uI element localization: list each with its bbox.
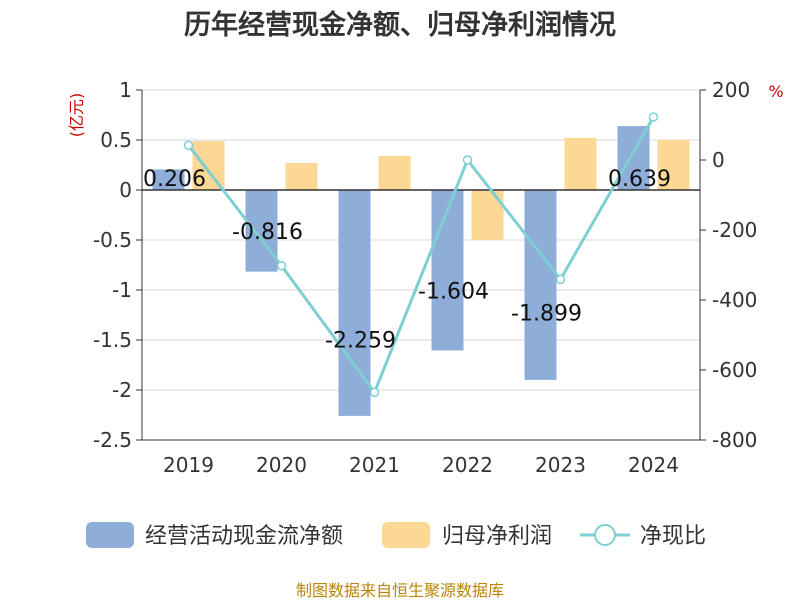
cashflow-bar bbox=[617, 126, 650, 190]
x-axis-tick-label: 2021 bbox=[349, 453, 400, 477]
legend-swatch-ratio-marker bbox=[594, 524, 616, 546]
legend-label-net-profit: 归母净利润 bbox=[442, 524, 552, 549]
net-profit-bar bbox=[285, 163, 318, 190]
net-profit-bar bbox=[471, 190, 504, 240]
ratio-point bbox=[555, 274, 566, 285]
legend-swatch-net-profit bbox=[382, 522, 430, 548]
grid-lines bbox=[142, 89, 700, 441]
cashflow-bar bbox=[524, 190, 557, 380]
ratio-line bbox=[187, 116, 655, 396]
cashflow-data-label: 0.639 bbox=[608, 167, 671, 192]
ratio-point bbox=[648, 112, 659, 122]
chart-title: 历年经营现金净额、归母净利润情况 bbox=[184, 9, 616, 41]
ratio-point bbox=[276, 260, 287, 271]
right-axis-tick-label: 200 bbox=[712, 78, 750, 102]
right-axis-tick-label: -200 bbox=[712, 218, 757, 242]
legend-label-cashflow: 经营活动现金流净额 bbox=[145, 524, 343, 549]
x-axis-tick-label: 2023 bbox=[535, 453, 586, 477]
source-note: 制图数据来自恒生聚源数据库 bbox=[296, 581, 504, 600]
right-axis-tick-label: -400 bbox=[712, 288, 757, 312]
right-axis-tick-label: -800 bbox=[712, 428, 757, 452]
left-axis-unit: (亿元) bbox=[67, 93, 86, 138]
ratio-point bbox=[462, 155, 473, 165]
left-axis-tick-label: 1 bbox=[119, 78, 132, 102]
x-axis-tick-label: 2019 bbox=[163, 453, 214, 477]
ratio-point bbox=[183, 140, 194, 151]
left-axis-tick-label: -1.5 bbox=[93, 328, 132, 352]
cashflow-bar bbox=[431, 190, 464, 351]
x-axis-tick-label: 2020 bbox=[256, 453, 307, 477]
left-axis-tick-label: -0.5 bbox=[93, 228, 132, 252]
ratio-point bbox=[369, 387, 380, 398]
net-profit-bar bbox=[192, 141, 225, 190]
cashflow-data-label: -1.899 bbox=[511, 301, 582, 326]
legend-swatch-cashflow bbox=[86, 522, 134, 548]
cashflow-data-label: -1.604 bbox=[418, 279, 489, 304]
net-profit-bar bbox=[564, 138, 597, 190]
left-axis-tick-label: -2.5 bbox=[93, 428, 132, 452]
x-axis-tick-label: 2024 bbox=[628, 453, 679, 477]
left-axis-tick-label: 0.5 bbox=[100, 128, 132, 152]
net-profit-bar bbox=[657, 140, 690, 190]
left-axis-tick-label: -2 bbox=[112, 378, 132, 402]
left-axis-tick-label: -1 bbox=[112, 278, 132, 302]
x-axis-tick-label: 2022 bbox=[442, 453, 493, 477]
cashflow-data-label: -0.816 bbox=[232, 220, 303, 245]
legend-label-ratio: 净现比 bbox=[640, 524, 706, 549]
cashflow-data-label: -2.259 bbox=[325, 328, 396, 353]
cashflow-bar bbox=[245, 190, 278, 272]
left-axis-tick-label: 0 bbox=[119, 178, 132, 202]
cashflow-bar bbox=[152, 169, 185, 190]
axes: 1 0.5 0 -0.5 -1 -1.5 -2 -2.5 200 0 -200 -400 -600 -80… bbox=[93, 78, 757, 477]
legend: 经营活动现金流净额 归母净利润 净现比 bbox=[86, 522, 706, 549]
right-axis-tick-label: -600 bbox=[712, 358, 757, 382]
right-axis-tick-label: 0 bbox=[712, 148, 725, 172]
line-series bbox=[183, 112, 659, 398]
right-axis-unit: % bbox=[768, 82, 783, 101]
bar-series bbox=[152, 126, 690, 416]
cashflow-data-label: 0.206 bbox=[143, 167, 206, 192]
net-profit-bar bbox=[378, 156, 411, 190]
data-labels: 0.206 -0.816 -2.259 -1.604 -1.899 0.639 bbox=[143, 167, 671, 353]
